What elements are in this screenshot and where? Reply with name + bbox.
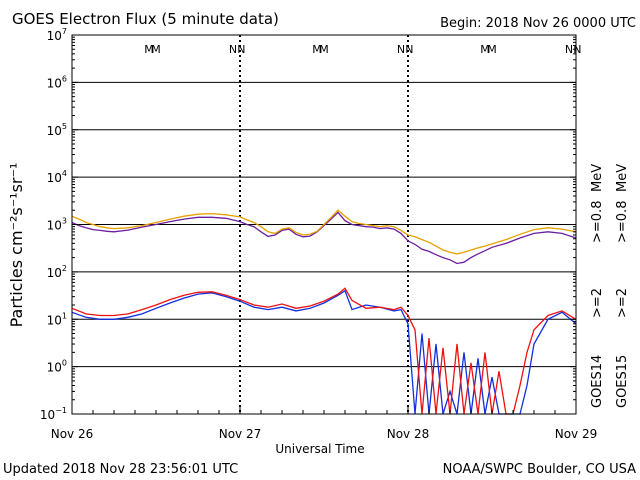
- x-axis-label: Universal Time: [275, 442, 364, 456]
- x-tick-label: Nov 26: [51, 427, 94, 441]
- y-tick-label: 105: [47, 122, 67, 138]
- y-tick-label: 106: [47, 74, 67, 90]
- local-time-marker: M: [480, 43, 490, 56]
- legend-unit-goes15: MeV: [615, 164, 630, 192]
- x-tick-label: Nov 27: [219, 427, 262, 441]
- local-time-marker: M: [487, 43, 497, 56]
- legend-g14-08mev: >=0.8: [590, 201, 605, 243]
- y-tick-label: 10−1: [40, 406, 67, 422]
- legend-goes15: GOES15: [615, 355, 630, 408]
- series-group: [71, 209, 577, 415]
- credit: NOAA/SWPC Boulder, CO USA: [443, 462, 636, 477]
- local-time-marker: M: [144, 43, 154, 56]
- y-tick-label: 104: [47, 169, 67, 185]
- legend: GOES14 GOES15 >=2 >=2 >=0.8 >=0.8 MeV Me…: [590, 164, 630, 408]
- local-time-marker: M: [312, 43, 322, 56]
- legend-goes14: GOES14: [590, 355, 605, 408]
- y-axis-label: Particles cm⁻²s⁻¹sr⁻¹: [7, 163, 26, 328]
- legend-g14-2mev: >=2: [590, 288, 605, 318]
- y-tick-label: 102: [47, 264, 67, 280]
- begin-time: Begin: 2018 Nov 26 0000 UTC: [440, 16, 636, 31]
- local-time-marker: N: [405, 43, 413, 56]
- chart-title: GOES Electron Flux (5 minute data): [12, 10, 279, 28]
- legend-g15-2mev: >=2: [615, 288, 630, 318]
- y-tick-label: 107: [47, 27, 67, 43]
- y-tick-label: 101: [47, 311, 67, 327]
- local-time-marker: N: [237, 43, 245, 56]
- y-tick-label: 103: [47, 217, 67, 233]
- series-line-3: [71, 287, 577, 415]
- local-time-marker: N: [229, 43, 237, 56]
- series-line-0: [71, 211, 577, 265]
- legend-unit-goes14: MeV: [590, 164, 605, 192]
- local-time-marker: M: [319, 43, 329, 56]
- x-tick-label: Nov 29: [555, 427, 598, 441]
- local-time-marker: N: [565, 43, 573, 56]
- updated-time: Updated 2018 Nov 28 23:56:01 UTC: [3, 462, 238, 477]
- y-tick-label: 100: [47, 359, 67, 375]
- day-boundaries: [239, 35, 409, 414]
- local-time-marker: N: [573, 43, 581, 56]
- x-tick-label: Nov 28: [387, 427, 430, 441]
- local-time-marker: M: [151, 43, 161, 56]
- local-time-marker: N: [397, 43, 405, 56]
- local-time-markers: MM N N MM N N MM N N: [144, 43, 581, 56]
- series-line-2: [71, 289, 577, 415]
- series-line-1: [71, 209, 577, 255]
- legend-g15-08mev: >=0.8: [615, 201, 630, 243]
- x-axis: Nov 26 Nov 27 Nov 28 Nov 29: [51, 406, 598, 441]
